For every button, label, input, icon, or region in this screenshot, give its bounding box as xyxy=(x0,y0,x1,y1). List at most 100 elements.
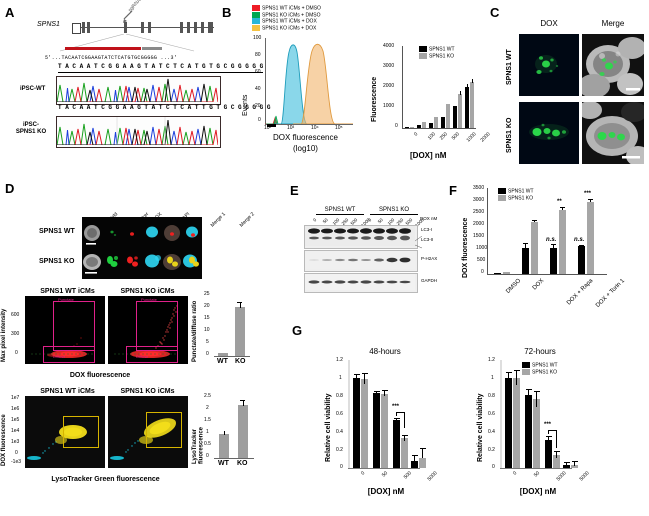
panel-d-scatter-ko: Punctate Diffuse xyxy=(108,296,188,364)
pam-bar xyxy=(142,47,162,50)
xtick: 0 xyxy=(512,470,519,477)
bar-ko-100 xyxy=(422,122,426,128)
ytick: 1.5 xyxy=(204,417,211,423)
dose-wrap-wt-3: 250 xyxy=(339,217,349,226)
ytick: 0 xyxy=(340,464,343,470)
exon-box xyxy=(180,22,183,33)
panel-g-72h-xtick-wrap-3: 5000 xyxy=(576,470,591,482)
errorbar-cap-ko xyxy=(237,302,242,303)
ytick: 1 xyxy=(206,429,209,435)
exon-box xyxy=(148,22,151,33)
errorbar-cap xyxy=(545,436,552,437)
legend-label-ko: SPNS1 KO xyxy=(532,368,558,375)
ratio-xtick-wt: WT xyxy=(217,358,228,365)
panel-d-col-header-merge1: Merge 1 xyxy=(209,211,227,229)
panel-f-bar-chart: DOX fluorescence 3500 3000 2500 2000 150… xyxy=(452,185,647,309)
panel-c-letter: C xyxy=(490,5,500,20)
bar-xlabel: [DOX] nM xyxy=(410,151,447,160)
errorbar xyxy=(404,435,405,441)
dose-wrap-ko-4: 500 xyxy=(403,217,413,226)
panel-e-blot-gapdh xyxy=(304,273,418,293)
lyso-xtick-wt: WT xyxy=(218,460,229,467)
errorbar-cap xyxy=(361,373,368,374)
errorbar-cap xyxy=(505,372,512,373)
errorbar xyxy=(536,391,537,407)
panel-g-72h-x-axis xyxy=(500,468,572,469)
xtick: 500 xyxy=(450,131,461,142)
panel-b-bar-chart: Fluorescence 4000 3000 2000 1000 0 SPNS1… xyxy=(371,40,492,165)
lyso-x-axis xyxy=(214,458,254,459)
panel-d-scatter-top-ylabel: Max pixel intensity xyxy=(1,308,7,362)
ytick: 0 xyxy=(206,453,209,459)
dose-label: 50 xyxy=(321,217,329,225)
bar-lyso-ko xyxy=(238,405,248,458)
panel-c-image-wt-merge xyxy=(582,34,644,96)
panel-g-48h-annotation: *** xyxy=(392,404,400,410)
legend-label-ko: SPNS1 KO xyxy=(429,52,455,59)
panel-e-letter: E xyxy=(290,183,299,198)
legend-item-ko: SPNS1 KO xyxy=(498,194,534,202)
panel-d-header-wrap-5: Merge 2 xyxy=(234,211,256,228)
sgrna-label: sgRNA xyxy=(127,0,143,14)
panel-d-row-label-wt: SPNS1 WT xyxy=(39,228,75,235)
exon-box xyxy=(187,22,190,33)
panel-f-ylabel: DOX fluorescence xyxy=(462,217,469,278)
panel-f-annotation-rapa-ko: ** xyxy=(557,199,562,205)
panel-c-row-label-wt: SPNS1 WT xyxy=(506,49,513,85)
sig-bracket-left xyxy=(548,430,549,434)
ytick: 0.8 xyxy=(336,393,343,399)
panel-g-48h-xlabel: [DOX] nM xyxy=(367,487,405,496)
lyso-xtick-ko: KO xyxy=(237,460,248,467)
dose-wrap-wt-4: 500 xyxy=(348,217,358,226)
ipsc-wt-label: iPSC-WT xyxy=(20,86,46,92)
panel-d-header-wrap-4: Merge 1 xyxy=(205,211,227,228)
bar-f-wt-torin xyxy=(578,246,585,274)
panel-d-scatter-bottom-ko xyxy=(108,396,188,468)
dose-wrap-wt-0: 0 xyxy=(312,217,317,223)
bar-g72-ko-50 xyxy=(533,398,540,468)
errorbar xyxy=(548,436,549,443)
legend-item: SPNS1 WT iCMs + DMSO xyxy=(252,5,321,12)
errorbar-cap xyxy=(579,244,584,246)
panel-g-48h-plot-area: *** xyxy=(350,360,426,468)
panel-d-scatter-top-xlabel: DOX fluorescence xyxy=(69,372,131,379)
errorbar xyxy=(364,373,365,384)
ytick: 0.8 xyxy=(488,393,495,399)
ipsc-ko-label-line2: SPNS1 KO xyxy=(15,128,47,135)
legend-label-ko-dmso: SPNS1 KO iCMs + DMSO xyxy=(262,11,321,18)
errorbar xyxy=(459,91,461,95)
sig-bracket-top xyxy=(548,430,557,431)
ytick: 1000 xyxy=(383,103,395,109)
panel-d-scatter-bottom-title-wt: SPNS1 WT iCMs xyxy=(40,388,95,395)
histogram-xlabel-line2: (log10) xyxy=(293,144,318,153)
gene-name-label: SPNS1 xyxy=(37,21,60,28)
bar-wt-500 xyxy=(441,117,445,128)
legend-label-wt-dmso: SPNS1 WT iCMs + DMSO xyxy=(262,5,321,12)
bar-wt-2000 xyxy=(465,87,469,128)
errorbar-wt xyxy=(223,431,225,435)
ratio-x-axis xyxy=(214,356,250,357)
legend-item-wt: SPNS1 WT xyxy=(522,362,558,369)
ytick: 1e7 xyxy=(11,395,20,401)
ko-chromatogram xyxy=(56,116,221,148)
ytick: 2000 xyxy=(383,83,395,89)
panel-f-xtick-dox: DOX xyxy=(531,278,546,292)
ytick: 1.2 xyxy=(488,357,495,363)
bar-g48-wt-500 xyxy=(393,420,400,468)
ytick: 1e6 xyxy=(11,406,20,412)
sgrna-arrow-icon xyxy=(120,10,134,24)
xtick: 250 xyxy=(438,131,449,142)
ko-basecall-row: T A C A A T C G G A A G T A T C T C A T … xyxy=(58,104,271,111)
bar-g48-ko-5000 xyxy=(419,458,426,468)
ytick: 1e4 xyxy=(11,428,20,434)
xtick: 0 xyxy=(360,470,367,477)
errorbar-cap xyxy=(571,461,578,462)
histogram-y-axis xyxy=(265,38,266,124)
xtick: 10³ xyxy=(287,125,295,131)
bar-ko-1000 xyxy=(458,94,462,128)
panel-f-xtick-torin: DOX + Torin 1 xyxy=(595,278,626,309)
xtick-wrap-0: 0 xyxy=(413,131,419,137)
xtick-wrap-4: 1000 xyxy=(463,131,478,143)
ytick: 0 xyxy=(206,351,209,357)
legend-swatch-ko xyxy=(522,368,530,375)
